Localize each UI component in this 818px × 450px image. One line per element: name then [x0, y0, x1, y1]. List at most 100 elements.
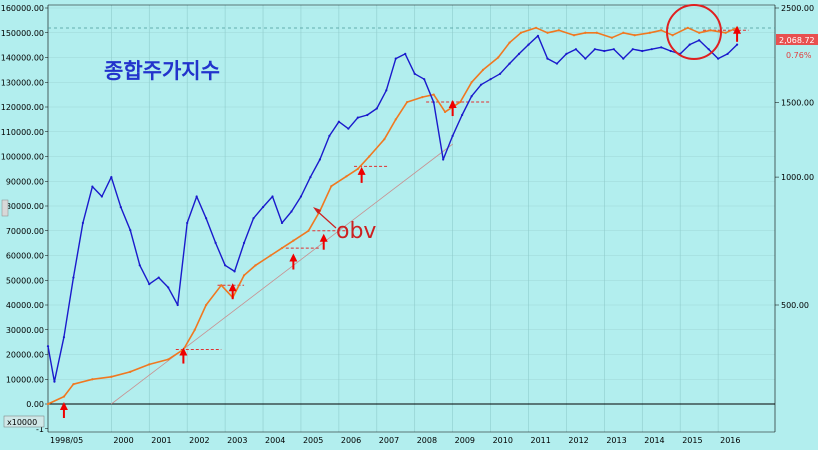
buy-signal-head	[319, 233, 328, 242]
price-point	[555, 62, 559, 65]
x-tick-label: 2010	[493, 436, 513, 445]
obv-point	[698, 31, 701, 34]
x-axis: 1998/05 2000 2001 2002 2003 2004 2005 2006 2007 2…	[50, 436, 740, 445]
obv-point	[110, 375, 113, 378]
price-point	[233, 270, 236, 273]
unit-label: x10000	[7, 418, 37, 427]
left-tick-label: 20000.00	[6, 351, 44, 360]
price-point	[110, 175, 113, 179]
x-tick-label: 2015	[682, 436, 702, 445]
price-point	[735, 43, 739, 46]
x-tick-label: 2014	[644, 436, 664, 445]
price-point	[508, 62, 511, 65]
price-point	[224, 264, 227, 267]
left-tick-label: 150000.00	[1, 29, 44, 38]
left-tick-label: 160000.00	[1, 4, 44, 13]
obv-point	[534, 26, 538, 29]
obv-point	[497, 56, 500, 59]
price-point	[129, 229, 132, 232]
price-point	[195, 195, 198, 198]
buy-signal-arrow	[448, 100, 457, 117]
buy-signal-head	[179, 347, 188, 356]
left-tick-label: 60000.00	[6, 252, 44, 261]
obv-point	[648, 31, 651, 34]
obv-point	[307, 229, 310, 232]
obv-point	[470, 81, 473, 84]
price-point	[498, 72, 502, 75]
buy-signal-head	[733, 25, 742, 34]
price-point	[309, 175, 312, 179]
left-tick-label: 30000.00	[6, 326, 44, 335]
price-point	[299, 195, 303, 198]
obv-point	[406, 100, 409, 104]
x-tick-label: 2009	[455, 436, 475, 445]
obv-point	[292, 239, 295, 242]
right-tick-label: 1000.00	[781, 173, 814, 182]
obv-point	[443, 110, 447, 114]
price-point	[138, 264, 141, 267]
obv-label: obv	[336, 219, 376, 244]
price-point	[517, 52, 521, 55]
price-point	[53, 380, 56, 383]
price-point	[176, 303, 179, 307]
price-point	[205, 217, 208, 220]
obv-point	[356, 167, 359, 170]
right-axis: 2500.00 1500.00 1000.00 500.00	[775, 4, 814, 310]
price-point	[280, 221, 284, 225]
x-tick-label: 2005	[303, 436, 323, 445]
right-tick-label: 500.00	[781, 301, 809, 310]
obv-point	[205, 303, 208, 307]
obv-point	[572, 34, 576, 37]
price-point	[612, 48, 615, 51]
price-point	[669, 49, 672, 53]
left-tick-label: 110000.00	[1, 128, 44, 137]
scroll-handle[interactable]	[1, 199, 9, 217]
price-point	[707, 48, 710, 51]
obv-point	[546, 31, 549, 34]
buy-signal-arrow	[228, 283, 237, 300]
price-point	[148, 282, 151, 286]
price-point	[242, 241, 246, 245]
left-tick-label: 140000.00	[1, 54, 44, 63]
obv-point	[421, 96, 424, 99]
obv-label-pointer	[315, 209, 337, 229]
price-point	[119, 205, 122, 209]
obv-point	[610, 36, 614, 39]
buy-signal-head	[289, 253, 298, 262]
buy-signal-arrow	[319, 233, 328, 250]
price-line	[47, 35, 738, 383]
price-point	[717, 57, 720, 60]
price-point	[432, 101, 435, 104]
left-tick-label: 10000.00	[6, 375, 44, 384]
price-point	[62, 336, 66, 339]
price-point	[650, 48, 653, 51]
obv-point	[584, 31, 587, 34]
trendline-segment	[111, 143, 453, 405]
obv-point	[269, 254, 272, 257]
buy-signal-head	[357, 166, 366, 175]
x-tick-label: 2003	[227, 436, 247, 445]
buy-signal-arrow	[357, 166, 366, 183]
last-value: 2,068.72	[779, 36, 815, 45]
highlight-circle	[666, 4, 722, 60]
price-point	[385, 89, 388, 92]
buy-signal-arrow	[733, 25, 742, 42]
trendline	[111, 143, 453, 405]
obv-point	[660, 29, 663, 32]
right-tick-label: 2500.00	[781, 4, 814, 13]
price-point	[366, 113, 369, 117]
left-tick-label: 90000.00	[6, 177, 44, 186]
price-point	[157, 276, 160, 279]
price-point	[100, 195, 103, 198]
left-tick-label: -1	[36, 425, 44, 434]
left-axis: 160000.00 150000.00 140000.00 130000.00 1200…	[1, 4, 48, 434]
price-point	[698, 39, 701, 42]
price-point	[167, 286, 170, 289]
price-point	[565, 52, 568, 55]
obv-point	[686, 26, 689, 29]
price-point	[375, 107, 378, 110]
price-point	[290, 210, 293, 213]
obv-point	[72, 383, 75, 386]
